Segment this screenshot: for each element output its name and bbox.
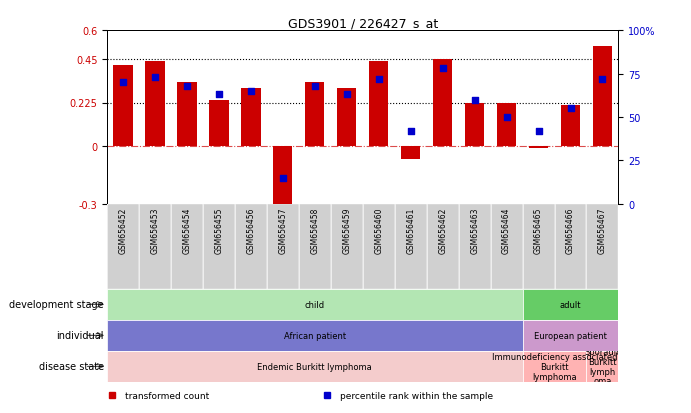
Text: Sporadic
Burkitt
lymph
oma: Sporadic Burkitt lymph oma xyxy=(584,347,621,386)
Bar xyxy=(363,204,395,289)
Text: GSM656462: GSM656462 xyxy=(438,207,447,253)
Bar xyxy=(235,204,267,289)
Text: disease state: disease state xyxy=(39,361,104,372)
FancyBboxPatch shape xyxy=(107,320,522,351)
Text: GSM656459: GSM656459 xyxy=(342,207,351,253)
Text: GSM656454: GSM656454 xyxy=(182,207,191,253)
Bar xyxy=(465,104,484,147)
Point xyxy=(214,92,225,98)
Point xyxy=(182,83,193,90)
Bar xyxy=(305,83,325,147)
Title: GDS3901 / 226427_s_at: GDS3901 / 226427_s_at xyxy=(287,17,438,30)
Text: GSM656461: GSM656461 xyxy=(406,207,415,253)
Text: percentile rank within the sample: percentile rank within the sample xyxy=(340,391,493,400)
Bar xyxy=(107,204,139,289)
Point xyxy=(310,83,321,90)
Bar xyxy=(587,204,618,289)
Bar xyxy=(401,147,420,159)
Bar xyxy=(178,83,196,147)
Bar xyxy=(209,100,229,147)
Text: European patient: European patient xyxy=(534,331,607,340)
Bar xyxy=(145,62,164,147)
Text: GSM656456: GSM656456 xyxy=(247,207,256,253)
Point xyxy=(277,175,288,182)
Point xyxy=(245,88,256,95)
Point xyxy=(533,128,544,135)
Bar xyxy=(267,204,299,289)
Text: individual: individual xyxy=(56,330,104,341)
Bar xyxy=(593,46,612,147)
Point xyxy=(373,76,384,83)
Bar xyxy=(203,204,235,289)
Text: GSM656453: GSM656453 xyxy=(151,207,160,253)
Point xyxy=(341,92,352,98)
Point xyxy=(405,128,416,135)
Bar xyxy=(273,147,292,208)
Bar xyxy=(113,66,133,147)
Text: child: child xyxy=(305,300,325,309)
Bar xyxy=(497,104,516,147)
Point xyxy=(117,80,129,86)
Bar xyxy=(395,204,427,289)
FancyBboxPatch shape xyxy=(107,351,522,382)
Text: Immunodeficiency associated
Burkitt
lymphoma: Immunodeficiency associated Burkitt lymp… xyxy=(492,352,617,381)
FancyBboxPatch shape xyxy=(522,351,587,382)
Bar xyxy=(529,147,548,149)
Bar xyxy=(554,204,587,289)
Point xyxy=(597,76,608,83)
Bar xyxy=(171,204,203,289)
Text: GSM656465: GSM656465 xyxy=(534,207,543,253)
Bar xyxy=(139,204,171,289)
Text: development stage: development stage xyxy=(9,299,104,310)
Point xyxy=(437,66,448,72)
Bar xyxy=(561,106,580,147)
Point xyxy=(565,106,576,112)
Text: GSM656457: GSM656457 xyxy=(278,207,287,253)
Bar xyxy=(459,204,491,289)
Text: GSM656467: GSM656467 xyxy=(598,207,607,253)
Point xyxy=(149,74,160,81)
Text: GSM656464: GSM656464 xyxy=(502,207,511,253)
Point xyxy=(501,114,512,121)
Point xyxy=(469,97,480,104)
FancyBboxPatch shape xyxy=(107,289,522,320)
FancyBboxPatch shape xyxy=(587,351,618,382)
Bar xyxy=(491,204,522,289)
Text: GSM656458: GSM656458 xyxy=(310,207,319,253)
Bar xyxy=(337,89,357,147)
Text: GSM656455: GSM656455 xyxy=(214,207,223,253)
FancyBboxPatch shape xyxy=(522,320,618,351)
Text: GSM656460: GSM656460 xyxy=(375,207,384,253)
Text: adult: adult xyxy=(560,300,581,309)
Bar xyxy=(427,204,459,289)
Bar xyxy=(241,89,261,147)
Bar xyxy=(522,204,554,289)
Text: African patient: African patient xyxy=(284,331,346,340)
Text: Endemic Burkitt lymphoma: Endemic Burkitt lymphoma xyxy=(258,362,372,371)
FancyBboxPatch shape xyxy=(522,289,618,320)
Bar xyxy=(299,204,331,289)
Text: GSM656466: GSM656466 xyxy=(566,207,575,253)
Bar xyxy=(433,60,452,147)
Text: transformed count: transformed count xyxy=(125,391,209,400)
Text: GSM656452: GSM656452 xyxy=(119,207,128,253)
Bar xyxy=(331,204,363,289)
Bar xyxy=(369,62,388,147)
Text: GSM656463: GSM656463 xyxy=(470,207,479,253)
